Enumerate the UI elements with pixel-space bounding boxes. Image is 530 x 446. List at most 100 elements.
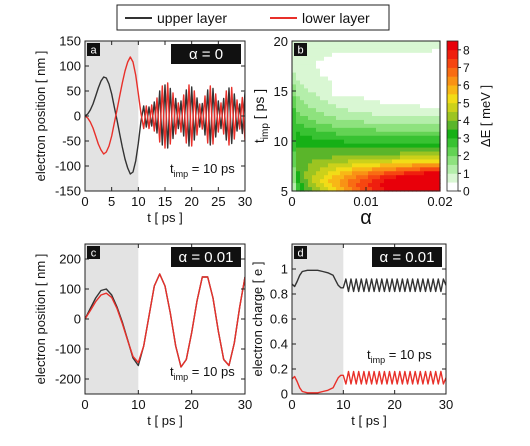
contour-cell [360, 72, 365, 78]
contour-cell [368, 41, 373, 46]
contour-cell [300, 163, 305, 168]
contour-cell [308, 44, 313, 50]
contour-cell [428, 183, 433, 188]
contour-cell [388, 92, 393, 97]
contour-cell [436, 139, 441, 145]
contour-cell [420, 183, 425, 188]
contour-cell [384, 175, 389, 180]
contour-cell [384, 44, 389, 50]
contour-cell [356, 127, 361, 133]
contour-cell [312, 175, 317, 180]
contour-cell [372, 116, 377, 121]
contour-cell [352, 179, 357, 184]
contour-cell [396, 108, 401, 113]
contour-cell [364, 48, 369, 54]
contour-cell [336, 84, 341, 89]
contour-cell [408, 92, 413, 97]
contour-cell [356, 56, 361, 62]
contour-cell [324, 52, 329, 58]
contour-cell [296, 116, 301, 121]
contour-cell [320, 171, 325, 176]
contour-cell [424, 56, 429, 62]
contour-cell [384, 41, 389, 46]
contour-cell [344, 127, 349, 133]
contour-cell [376, 41, 381, 46]
contour-cell [340, 147, 345, 153]
contour-cell [400, 167, 405, 172]
contour-cell [300, 88, 305, 93]
contour-cell [332, 171, 337, 176]
contour-cell [340, 127, 345, 133]
timp-annotation: timp = 10 ps [170, 364, 235, 382]
contour-cell [348, 112, 353, 117]
contour-cell [304, 135, 309, 141]
alpha-badge-text: α = 0.01 [380, 249, 435, 266]
contour-cell [360, 48, 365, 54]
colorbar-swatch [447, 173, 458, 183]
contour-cell [368, 127, 373, 133]
contour-cell [380, 135, 385, 141]
contour-cell [308, 171, 313, 176]
contour-cell [296, 123, 301, 129]
contour-cell [404, 127, 409, 133]
contour-cell [312, 123, 317, 129]
contour-cell [364, 68, 369, 74]
contour-cell [324, 112, 329, 117]
contour-cell [436, 163, 441, 168]
contour-cell [412, 151, 417, 157]
contour-cell [296, 100, 301, 105]
contour-cell [356, 151, 361, 157]
contour-cell [424, 96, 429, 101]
contour-cell [292, 127, 297, 133]
contour-cell [336, 104, 341, 109]
contour-cell [356, 175, 361, 180]
contour-cell [368, 155, 373, 161]
contour-cell [396, 159, 401, 164]
contour-cell [332, 64, 337, 70]
contour-cell [392, 147, 397, 153]
y-tick-label: 50 [67, 84, 81, 99]
contour-cell [368, 92, 373, 97]
y-tick-label: -100 [55, 159, 81, 174]
contour-cell [356, 104, 361, 109]
contour-cell [384, 88, 389, 93]
contour-cell [360, 151, 365, 157]
contour-cell [404, 72, 409, 78]
contour-cell [380, 48, 385, 54]
contour-cell [380, 163, 385, 168]
contour-cell [300, 155, 305, 161]
contour-cell [332, 80, 337, 86]
contour-cell [388, 108, 393, 113]
contour-cell [300, 127, 305, 133]
contour-cell [436, 48, 441, 54]
contour-cell [428, 151, 433, 157]
contour-cell [312, 108, 317, 113]
panel-letter: a [90, 45, 97, 57]
contour-cell [372, 123, 377, 129]
contour-cell [432, 175, 437, 180]
contour-cell [392, 139, 397, 145]
contour-cell [296, 127, 301, 133]
y-tick-label: 100 [59, 59, 81, 74]
contour-cell [352, 183, 357, 188]
contour-cell [436, 52, 441, 58]
contour-cell [328, 155, 333, 161]
y-tick-label: 150 [59, 34, 81, 49]
contour-cell [404, 139, 409, 145]
contour-cell [320, 44, 325, 50]
colorbar-tick-label: 1 [463, 167, 470, 181]
x-tick-label: 0 [288, 194, 295, 209]
contour-cell [336, 80, 341, 86]
contour-cell [328, 179, 333, 184]
contour-cell [340, 175, 345, 180]
contour-cell [352, 68, 357, 74]
contour-cell [344, 131, 349, 137]
contour-cell [344, 108, 349, 113]
contour-cell [356, 48, 361, 54]
contour-cell [324, 100, 329, 105]
contour-cell [396, 52, 401, 58]
contour-cell [428, 171, 433, 176]
contour-cell [344, 119, 349, 125]
contour-cell [372, 44, 377, 50]
contour-cell [360, 52, 365, 58]
